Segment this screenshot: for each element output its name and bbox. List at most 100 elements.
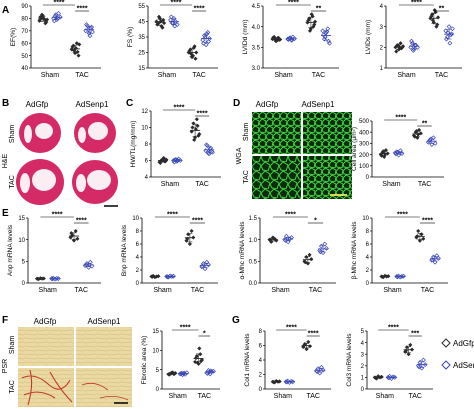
chart-fs-ytick-label: 15	[138, 66, 145, 72]
chart-col3-point	[404, 345, 410, 350]
wga-image-tac-senp1	[303, 156, 352, 199]
chart-bnp-xgroup-label: TAC	[191, 287, 204, 294]
chart-lvids-point	[409, 38, 414, 44]
chart-lvidd-point	[309, 12, 314, 17]
chart-fs-xgroup-label: TAC	[192, 72, 205, 79]
chart-cellarea-ytick-label: 100	[359, 164, 370, 170]
chart-ef-sig-label: ****	[54, 0, 65, 7]
chart-amhc-point	[283, 238, 288, 243]
chart-bmhc-ytick-label: 10	[362, 216, 369, 222]
chart-lvidd-xgroup-label: TAC	[312, 72, 325, 79]
chart-hwtl-point	[195, 123, 200, 129]
chart-hwtl-point	[204, 142, 209, 148]
chart-hwtl-xgroup-label: Sham	[161, 181, 179, 188]
chart-amhc-point	[303, 260, 308, 265]
chart-fs-point	[174, 22, 180, 27]
chart-col3-ytick-label: 0	[361, 387, 365, 393]
wga-row-label-sham: Sham	[243, 123, 250, 141]
chart-col3-point	[421, 357, 426, 363]
chart-bnp: 0 2 4 6 8 10 Bnp mRNA levels Sham TAC **** ****	[121, 212, 218, 294]
chart-amhc-xgroup-label: TAC	[309, 287, 322, 294]
chart-bmhc-point	[434, 253, 440, 259]
chart-ef-ytick-label: 90	[21, 4, 28, 10]
chart-amhc-sig-label: *	[314, 218, 317, 225]
chart-ef-ytick-label: 60	[21, 41, 28, 47]
panel-letter-b: B	[2, 98, 9, 109]
legend-marker-adsenp1	[441, 360, 451, 370]
chart-anp-point	[49, 276, 55, 282]
chart-bmhc-ylabel: β-Mhc mRNA levels	[351, 221, 358, 280]
chart-amhc-ytick-label: 1.5	[249, 216, 258, 222]
chart-bnp-ytick-label: 0	[136, 281, 140, 287]
chart-anp-point	[54, 276, 60, 281]
chart-lvids-point	[412, 42, 418, 48]
chart-lvids-point	[400, 44, 406, 49]
psr-image-tac-gfp	[18, 368, 74, 407]
he-col-label-gfp: AdGfp	[26, 100, 49, 109]
chart-bnp-ytick-label: 2	[136, 268, 140, 274]
chart-anp-sig-label: ****	[52, 212, 63, 219]
chart-ef-point	[51, 18, 57, 24]
chart-anp-ytick-label: 10	[18, 238, 25, 244]
chart-bnp-point	[171, 273, 176, 279]
chart-amhc-point	[309, 257, 314, 262]
chart-lvidd-point	[320, 28, 326, 34]
chart-anp-point	[71, 238, 77, 243]
chart-fs-point	[204, 31, 210, 37]
chart-ef-ytick-label: 70	[21, 29, 28, 35]
chart-fs-ytick-label: 35	[138, 35, 145, 41]
chart-fibrotic-ytick-label: 0	[156, 387, 160, 393]
chart-amhc-point	[318, 243, 324, 249]
chart-col1-ylabel: Col1 mRNA levels	[244, 333, 251, 387]
chart-lvidd-point	[322, 34, 328, 40]
wga-stain-label: WGA	[236, 147, 243, 164]
wga-image-sham-gfp	[252, 112, 301, 154]
chart-bmhc-point	[416, 228, 421, 234]
chart-bnp-point	[189, 228, 194, 234]
chart-cellarea-point	[429, 142, 435, 147]
chart-bmhc-point	[401, 273, 406, 279]
chart-bmhc-ytick-label: 0	[366, 281, 370, 287]
chart-ef-point	[76, 53, 81, 58]
wga-row-label-tac: TAC	[243, 170, 250, 183]
chart-col3-ytick-label: 4	[361, 341, 365, 347]
chart-ef-point	[54, 17, 60, 23]
chart-fs-ytick-label: 45	[138, 20, 145, 26]
chart-hwtl-point	[190, 125, 195, 130]
chart-col1-point	[304, 346, 309, 352]
chart-anp-ytick-label: 0	[22, 281, 26, 287]
chart-fs-point	[192, 44, 197, 49]
chart-hwtl-point	[192, 137, 197, 143]
chart-cellarea-xgroup-label: Sham	[382, 181, 400, 188]
chart-fs-point	[160, 25, 165, 30]
chart-bnp-point	[204, 259, 210, 265]
chart-lvids-ytick-label: 2	[380, 46, 384, 52]
chart-fibrotic-ytick-label: 5	[156, 368, 160, 374]
psr-stain-label: PSR	[2, 359, 9, 373]
chart-ef-ytick-label: 80	[21, 17, 28, 23]
panel-letter-c: C	[126, 98, 133, 109]
chart-ef-point	[53, 12, 59, 18]
chart-fs-point	[170, 20, 176, 26]
panel-letter-f: F	[2, 315, 8, 326]
chart-col1-ytick-label: 4	[259, 358, 263, 364]
chart-cellarea-ytick-label: 0	[366, 175, 370, 181]
chart-ef-point	[87, 33, 93, 39]
chart-bnp-ytick-label: 10	[132, 216, 139, 222]
chart-col1-point	[314, 369, 320, 374]
chart-fs-point	[168, 14, 174, 20]
chart-hwtl-point	[175, 158, 181, 163]
chart-ef-point	[55, 16, 61, 21]
chart-lvidd-sig-label: **	[316, 6, 322, 13]
chart-lvids-point	[410, 48, 416, 53]
chart-col3-ytick-label: 1	[361, 376, 365, 382]
chart-col3-point	[417, 359, 423, 365]
chart-ef-point	[37, 18, 42, 24]
chart-cellarea-point	[432, 141, 438, 146]
chart-col1-point	[306, 339, 311, 345]
wga-micrographs: AdGfp AdSenp1 WGA Sham TAC	[236, 100, 352, 199]
chart-amhc-point	[324, 245, 329, 251]
chart-lvids-ytick-label: 4	[380, 4, 384, 10]
chart-lvidd-point	[326, 38, 331, 44]
